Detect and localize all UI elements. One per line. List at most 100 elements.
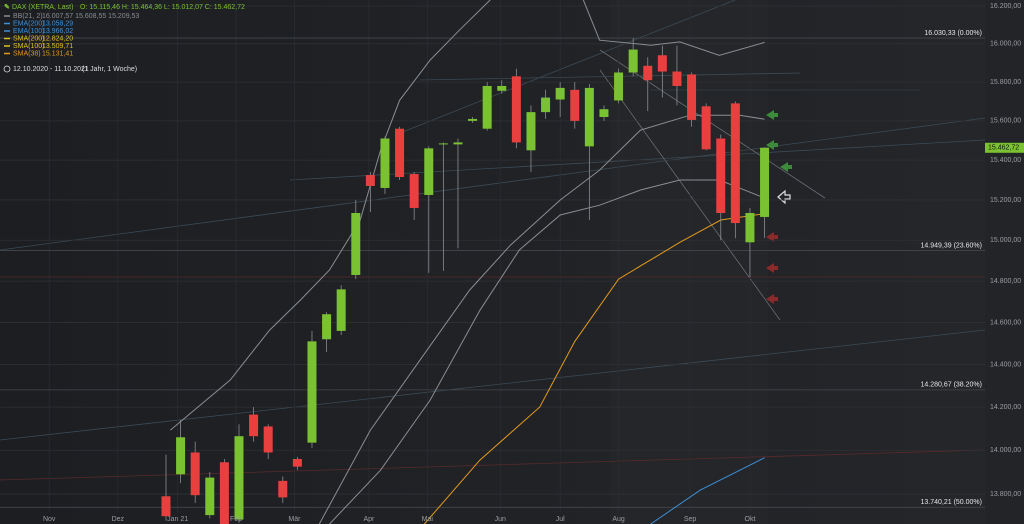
y-tick-label: 16.200,00 — [990, 3, 1021, 10]
candle-body — [249, 414, 259, 437]
candle-body — [628, 49, 638, 73]
candle-body — [322, 314, 332, 340]
x-tick-label: Okt — [745, 516, 756, 523]
y-tick-label: 15.000,00 — [990, 237, 1021, 244]
period-note: (1 Jahr, 1 Woche) — [82, 66, 137, 73]
last-price-badge — [985, 142, 1024, 153]
logo: ✎ — [4, 3, 10, 11]
level-label: 14.949,39 (23.60%) — [921, 242, 983, 249]
indicator-line — [424, 213, 765, 524]
candle-body — [424, 148, 434, 195]
plot — [0, 0, 985, 524]
candle-body — [468, 118, 478, 121]
x-tick-label: Dez — [112, 516, 125, 523]
candle-body — [205, 477, 215, 516]
candle-body — [336, 289, 346, 331]
legend-value: 12.824,20 — [42, 35, 73, 42]
candle-body — [570, 89, 580, 121]
indicator-line — [329, 179, 765, 524]
plot-background — [0, 0, 985, 524]
legend-value: 15.131,41 — [42, 50, 73, 57]
candle-body — [541, 97, 551, 113]
last-price-label: 15.462,72 — [988, 145, 1019, 152]
x-tick-label: Aug — [612, 516, 625, 523]
x-tick-label: Feb — [230, 516, 242, 523]
candle-body — [351, 212, 361, 275]
candle-body — [716, 138, 726, 213]
legend-label: BB(21, 2) — [13, 13, 43, 20]
indicator-line — [650, 457, 765, 524]
candle-body — [482, 85, 492, 129]
candle-body — [555, 87, 565, 100]
y-tick-label: 13.800,00 — [990, 491, 1021, 498]
candle-body — [176, 437, 186, 475]
candle-body — [760, 147, 770, 217]
candle-body — [453, 142, 463, 145]
legend-value: 16.007,57 15.608,55 15.209,53 — [42, 13, 139, 20]
candle-body — [526, 112, 536, 151]
legend-label: SMA(38) — [13, 50, 41, 57]
y-tick-label: 15.600,00 — [990, 118, 1021, 125]
candle-body — [497, 85, 507, 91]
x-tick-label: Jun — [495, 516, 506, 523]
candle-body — [687, 74, 697, 120]
signal-arrows — [766, 110, 792, 304]
candle-body — [745, 212, 755, 243]
x-tick-label: Apr — [363, 516, 375, 523]
candle-body — [599, 109, 609, 117]
level-label: 13.740,21 (50.00%) — [921, 499, 983, 506]
legend-value: 13.058,29 — [42, 20, 73, 27]
candle-body — [190, 452, 200, 496]
x-tick-label: Nov — [43, 516, 56, 523]
indicator-line — [170, 0, 765, 431]
legend-label: EMA(200) — [13, 20, 45, 27]
candle-body — [307, 341, 317, 443]
candle-body — [701, 106, 711, 150]
level-label: 16.030,33 (0.00%) — [924, 30, 982, 37]
y-tick-label: 14.200,00 — [990, 404, 1021, 411]
header: ✎ DAX (XETRA, Last) O: 15.115,46 H: 15.4… — [3, 3, 245, 73]
y-tick-label: 16.000,00 — [990, 41, 1021, 48]
candle-body — [292, 458, 302, 467]
y-tick-label: 14.400,00 — [990, 361, 1021, 368]
instrument: DAX (XETRA, Last) — [12, 4, 73, 11]
y-tick-label: 15.800,00 — [990, 79, 1021, 86]
candle-body — [278, 480, 288, 498]
candle-body — [511, 76, 521, 143]
clock-icon — [3, 65, 11, 73]
candle-body — [614, 72, 624, 101]
legend-label: EMA(100) — [13, 28, 45, 35]
candle-body — [365, 175, 375, 186]
candle-body — [672, 71, 682, 86]
legend-label: SMA(200) — [13, 35, 45, 42]
candle-body — [657, 55, 667, 72]
period: 12.10.2020 - 11.10.2021 — [13, 66, 89, 73]
candle-body — [395, 128, 405, 178]
axis-background — [985, 0, 1024, 524]
candle-body — [730, 103, 740, 224]
candle-body — [234, 436, 244, 520]
x-tick-label: Mai — [422, 516, 434, 523]
x-tick-label: Jul — [556, 516, 565, 523]
candle-body — [409, 174, 419, 208]
y-tick-label: 14.800,00 — [990, 278, 1021, 285]
candle-body — [380, 138, 390, 188]
candle-body — [161, 496, 171, 517]
y-tick-label: 14.600,00 — [990, 319, 1021, 326]
candle-body — [643, 65, 653, 81]
legend-value: 13.966,02 — [42, 28, 73, 35]
candle-body — [438, 143, 448, 145]
candle-body — [584, 87, 594, 147]
x-tick-label: Jan 21 — [167, 516, 188, 523]
x-tick-label: Mär — [288, 516, 301, 523]
candle-body — [219, 462, 229, 524]
y-tick-label: 14.000,00 — [990, 447, 1021, 454]
level-label: 14.280,67 (38.20%) — [921, 382, 983, 389]
candle-body — [263, 426, 273, 453]
legend-label: SMA(100) — [13, 43, 45, 50]
legend-value: 13.509,71 — [42, 43, 73, 50]
ohlc: O: 15.115,46 H: 15.464,36 L: 15.012,07 C… — [80, 4, 245, 11]
y-tick-label: 15.400,00 — [990, 157, 1021, 164]
y-tick-label: 15.200,00 — [990, 197, 1021, 204]
